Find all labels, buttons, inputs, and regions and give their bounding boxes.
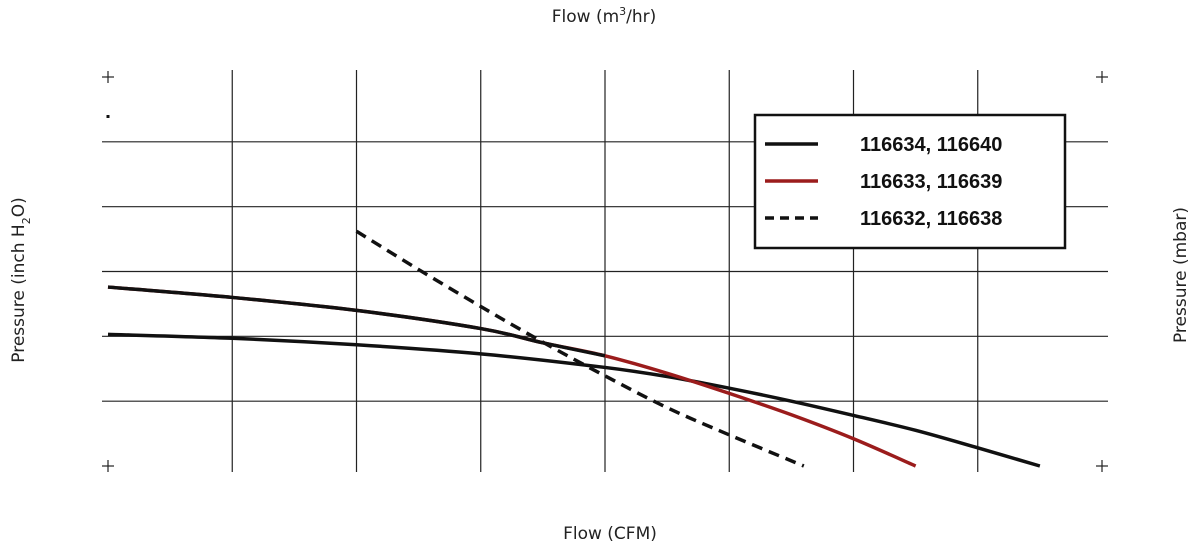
series-line-2 [107, 285, 917, 468]
legend-item: 116633, 116639 [765, 171, 1002, 193]
right-y-axis-title: Pressure (mbar) [1171, 207, 1191, 343]
corner-cross-mark [1096, 460, 1108, 472]
series-layer [107, 229, 1041, 468]
corner-marks [102, 71, 1108, 472]
corner-cross-mark [102, 71, 114, 83]
corner-cross-mark [102, 460, 114, 472]
legend-item: 116634, 116640 [765, 134, 1002, 156]
legend-label: 116634, 116640 [860, 134, 1002, 156]
y-axis-title: Pressure (inch H2O) [9, 197, 33, 362]
series-line-3 [355, 229, 805, 468]
legend-label: 116632, 116638 [860, 208, 1002, 230]
series-line-2-upper-segment [107, 285, 606, 358]
legend: 116634, 116640 116633, 116639 116632, 1166… [753, 113, 1067, 250]
corner-cross-mark [1096, 71, 1108, 83]
legend-label: 116633, 116639 [860, 171, 1002, 193]
small-dot-mark [106, 115, 110, 118]
top-x-axis-title: Flow (m3/hr) [552, 5, 657, 27]
series-line-1 [107, 332, 1041, 468]
legend-item: 116632, 116638 [765, 208, 1002, 230]
x-axis-title: Flow (CFM) [563, 524, 657, 544]
